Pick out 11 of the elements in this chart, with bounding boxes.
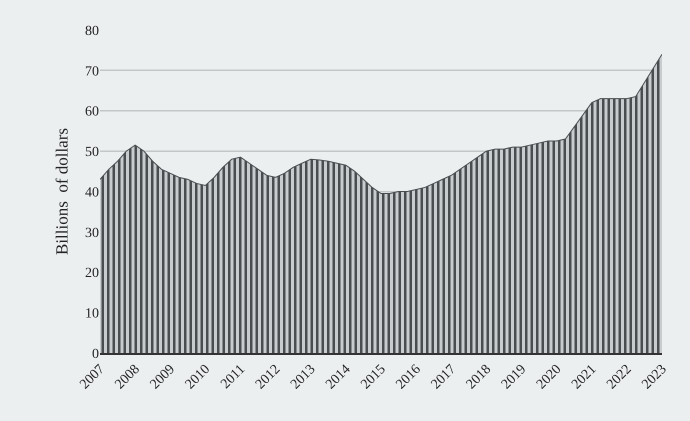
y-axis-title: Billions of dollars [52,128,72,256]
x-tick-label: 2011 [218,362,248,392]
y-tick-label: 50 [85,145,99,160]
y-tick-label: 40 [85,185,99,200]
y-tick-label: 60 [85,104,99,120]
y-tick-label: 10 [85,306,99,322]
y-tick-label: 80 [85,24,99,39]
y-tick-label: 70 [85,64,99,80]
y-tick-label: 0 [92,346,99,362]
y-tick-label: 30 [85,226,99,241]
y-tick-label: 20 [85,266,99,282]
